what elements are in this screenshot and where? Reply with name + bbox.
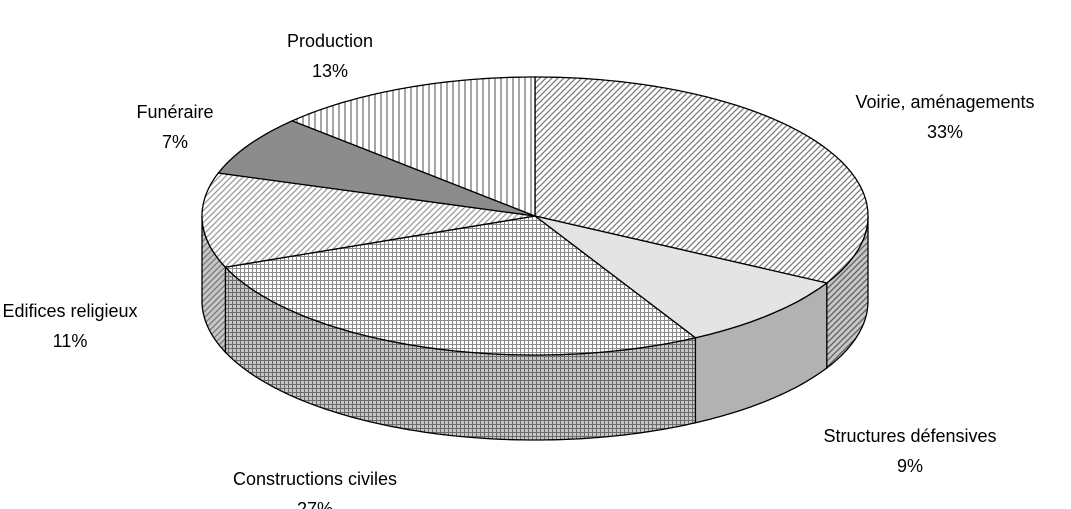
slice xyxy=(224,215,697,356)
slice xyxy=(534,76,869,284)
slice-value-label: 7% xyxy=(162,132,188,152)
slice-value-label: 9% xyxy=(897,456,923,476)
slice-label: Production xyxy=(287,31,373,51)
labels: Voirie, aménagements 33% Structures défens… xyxy=(2,31,1034,509)
slice-value-label: 27% xyxy=(297,499,333,509)
slice-value-label: 11% xyxy=(53,331,88,351)
slice xyxy=(534,215,829,339)
slice-label: Structures défensives xyxy=(823,426,996,446)
slice xyxy=(201,172,536,268)
slice-label: Constructions civiles xyxy=(233,469,397,489)
slice-label: Edifices religieux xyxy=(2,301,137,321)
slice-value-label: 13% xyxy=(312,61,348,81)
slice-value-label: 33% xyxy=(927,122,963,142)
pie-tops xyxy=(201,76,869,356)
slice xyxy=(290,76,536,217)
slice-label: Voirie, aménagements xyxy=(855,92,1034,112)
slice xyxy=(217,120,536,217)
slice-label: Funéraire xyxy=(136,102,213,122)
pie-sides xyxy=(201,215,869,441)
